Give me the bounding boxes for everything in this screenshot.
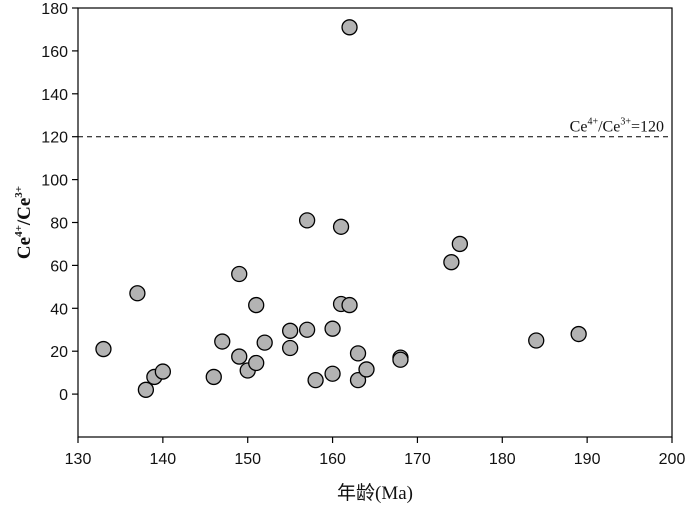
- y-tick-label: 120: [41, 130, 68, 147]
- y-tick-label: 160: [41, 44, 68, 61]
- x-tick-label: 130: [65, 451, 92, 468]
- reference-line-label: Ce4+/Ce3+=120: [570, 117, 664, 136]
- data-point: [137, 381, 155, 398]
- x-tick-label: 160: [319, 451, 346, 468]
- data-point: [214, 333, 231, 350]
- data-point: [307, 372, 324, 389]
- ylabel-sup2: 3+: [13, 186, 25, 198]
- data-point: [341, 296, 358, 314]
- x-tick-label: 200: [659, 451, 686, 468]
- data-point: [392, 351, 409, 368]
- data-point: [451, 235, 469, 253]
- data-point: [231, 265, 248, 283]
- x-axis-title: 年龄(Ma): [337, 482, 413, 504]
- x-tick-label: 150: [234, 451, 261, 468]
- data-point: [570, 325, 587, 343]
- data-point: [324, 320, 341, 337]
- y-axis-ticks: 0 20 40 60 80 100 120 140 160 180: [41, 1, 78, 404]
- ylabel-sep: /: [14, 219, 35, 226]
- data-point: [528, 332, 545, 349]
- y-tick-label: 100: [41, 173, 68, 190]
- ylabel-ce2: Ce: [14, 198, 35, 220]
- data-point: [281, 339, 299, 357]
- data-point: [248, 354, 265, 372]
- y-tick-label: 80: [50, 216, 68, 233]
- ref-label-sup2: 3+: [620, 117, 631, 128]
- y-tick-label: 20: [50, 344, 68, 361]
- y-axis-title: Ce4+/Ce3+: [13, 186, 35, 259]
- ref-label-suffix: =120: [631, 119, 664, 136]
- data-point: [281, 322, 299, 339]
- ref-label-sup1: 4+: [587, 117, 598, 128]
- data-point: [95, 340, 112, 358]
- y-tick-label: 140: [41, 87, 68, 104]
- ref-label-ce2: Ce: [603, 119, 621, 136]
- data-point: [324, 365, 341, 382]
- x-tick-label: 180: [489, 451, 516, 468]
- data-point: [332, 218, 350, 235]
- y-tick-label: 180: [41, 1, 68, 18]
- y-tick-label: 40: [50, 301, 68, 318]
- ref-label-ce1: Ce: [570, 119, 588, 136]
- ylabel-ce1: Ce: [14, 237, 35, 259]
- x-tick-label: 190: [574, 451, 601, 468]
- data-point: [231, 348, 248, 365]
- y-tick-label: 0: [59, 387, 68, 404]
- x-tick-label: 140: [150, 451, 177, 468]
- data-point: [349, 345, 367, 362]
- data-point: [341, 19, 358, 36]
- data-point: [298, 212, 316, 229]
- data-point: [154, 363, 172, 380]
- x-tick-label: 170: [404, 451, 431, 468]
- data-point: [129, 285, 146, 302]
- data-points: [95, 19, 587, 398]
- ref-label-sep: /: [598, 119, 603, 136]
- data-point: [349, 372, 367, 389]
- data-point: [443, 254, 460, 271]
- x-axis-ticks: 130 140 150 160 170 180 190 200: [65, 437, 686, 468]
- data-point: [205, 368, 222, 386]
- data-point: [298, 321, 316, 338]
- data-point: [256, 334, 273, 351]
- data-point: [358, 361, 375, 378]
- ylabel-sup1: 4+: [13, 225, 25, 237]
- data-point: [248, 296, 265, 314]
- y-tick-label: 60: [50, 258, 68, 275]
